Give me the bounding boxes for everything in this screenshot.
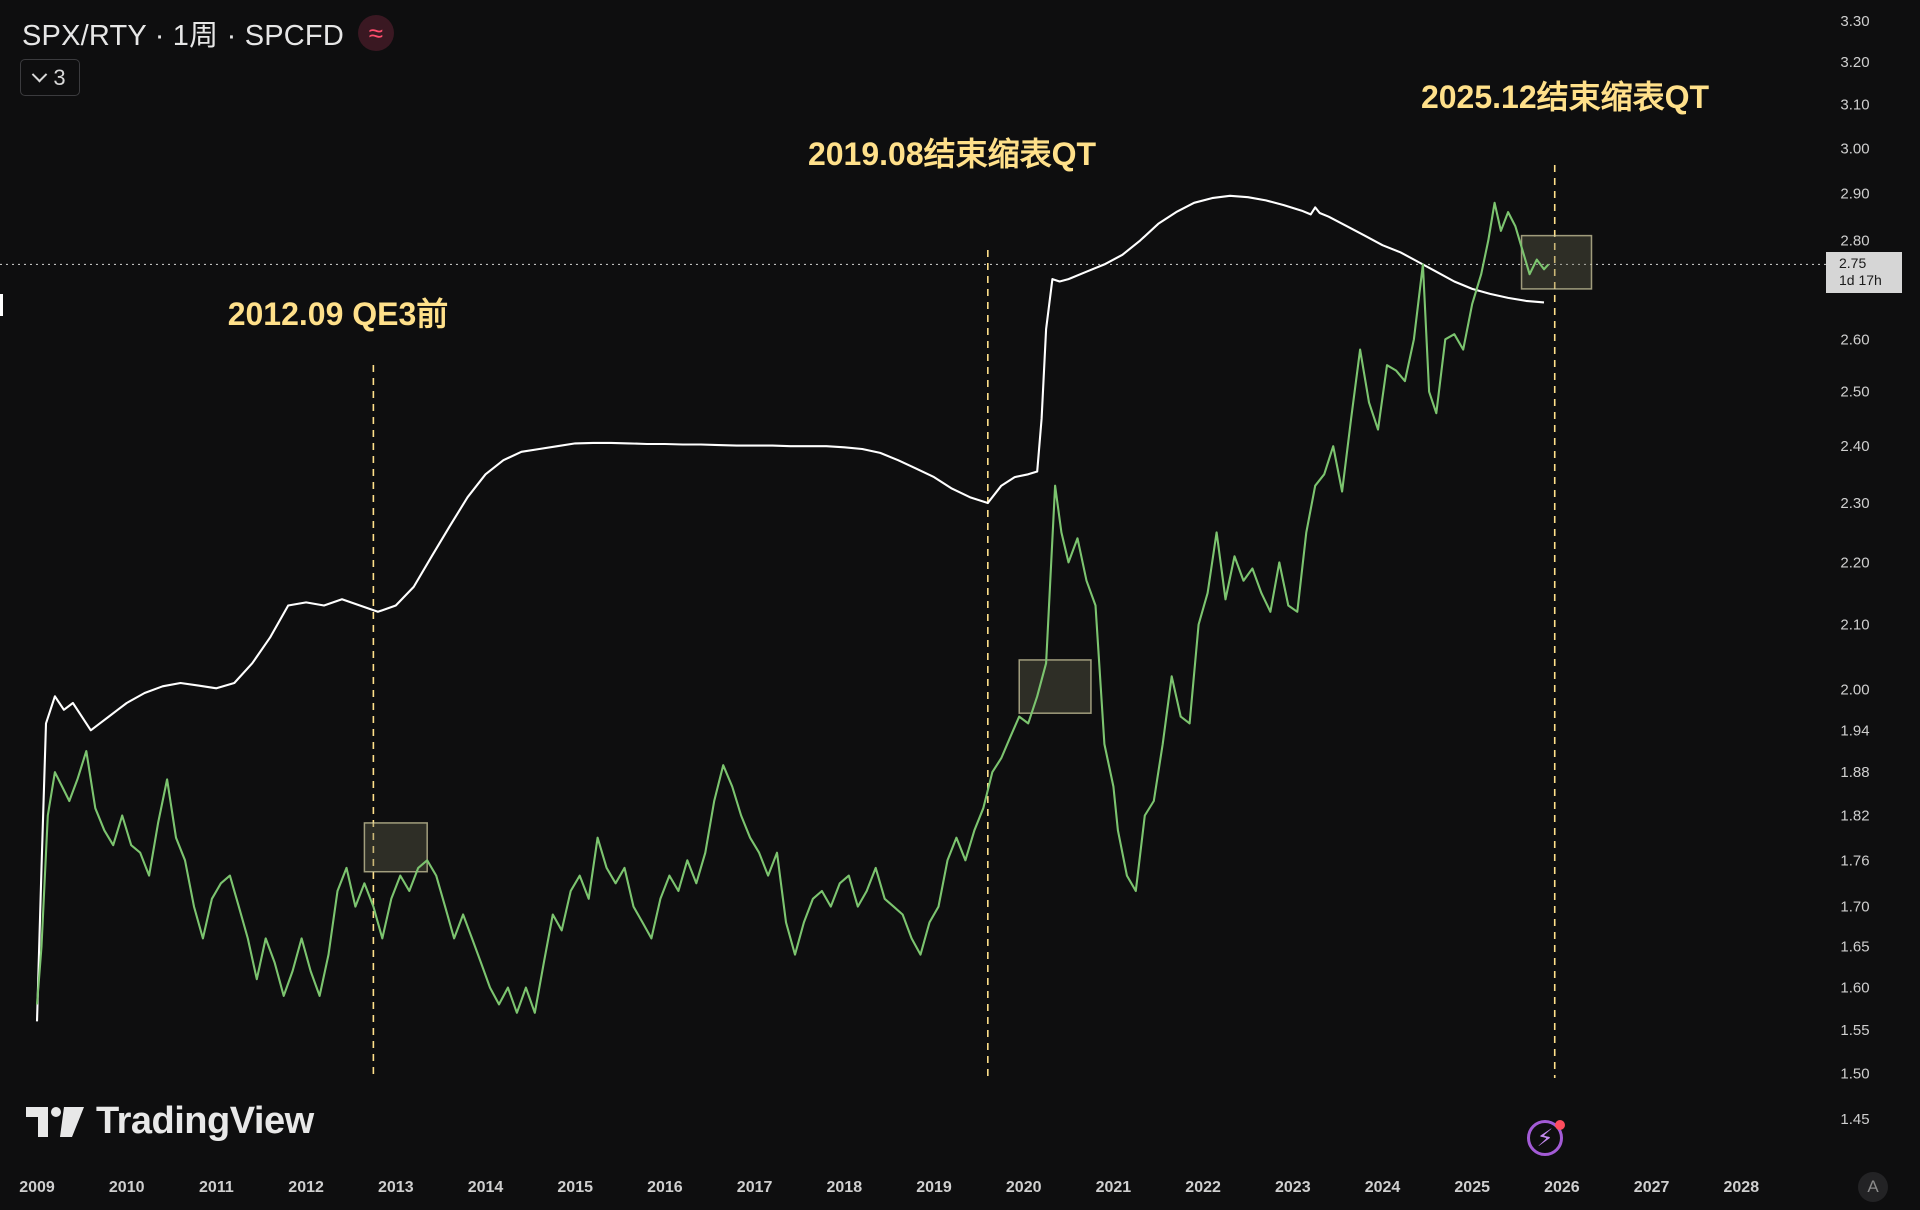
x-tick-label: 2019 xyxy=(916,1179,952,1196)
chevron-down-icon xyxy=(32,66,48,83)
y-tick-label: 1.82 xyxy=(1840,808,1869,825)
x-tick-label: 2024 xyxy=(1365,1179,1401,1196)
symbol-title-text: SPX/RTY · 1周 · SPCFD xyxy=(22,20,344,52)
left-edge-marker xyxy=(0,294,3,316)
x-tick-label: 2015 xyxy=(557,1179,593,1196)
x-tick-label: 2022 xyxy=(1185,1179,1221,1196)
x-tick-label: 2016 xyxy=(647,1179,683,1196)
y-tick-label: 3.10 xyxy=(1840,96,1869,113)
x-tick-label: 2012 xyxy=(288,1179,324,1196)
y-tick-label: 1.88 xyxy=(1840,764,1869,781)
annotation-label: 2012.09 QE3前 xyxy=(228,296,449,332)
highlight-box xyxy=(1018,659,1092,714)
auto-scale-button[interactable]: A xyxy=(1858,1172,1888,1202)
y-tick-label: 2.90 xyxy=(1840,186,1869,203)
annotation-label: 2025.12结束缩表QT xyxy=(1421,79,1710,115)
y-tick-label: 2.30 xyxy=(1840,495,1869,512)
current-price-value: 2.75 xyxy=(1839,255,1867,271)
y-tick-label: 2.80 xyxy=(1840,232,1869,249)
annotation-label: 2019.08结束缩表QT xyxy=(808,136,1097,172)
y-tick-label: 1.60 xyxy=(1840,980,1869,997)
x-tick-label: 2023 xyxy=(1275,1179,1311,1196)
highlight-box xyxy=(363,822,428,873)
y-axis[interactable]: 3.30 3.20 3.10 3.00 2.90 2.80 2.60 2.50 2.40 2.30… xyxy=(1840,13,1869,1128)
x-tick-label: 2021 xyxy=(1096,1179,1132,1196)
y-tick-label: 2.50 xyxy=(1840,384,1869,401)
y-tick-label: 3.20 xyxy=(1840,54,1869,71)
y-tick-label: 2.40 xyxy=(1840,438,1869,455)
y-tick-label: 2.60 xyxy=(1840,331,1869,348)
bolt-icon[interactable]: ⚡ xyxy=(1527,1120,1563,1156)
y-tick-label: 1.70 xyxy=(1840,899,1869,916)
x-tick-label: 2025 xyxy=(1454,1179,1490,1196)
tradingview-logo-icon xyxy=(26,1106,84,1137)
x-tick-label: 2013 xyxy=(378,1179,414,1196)
y-tick-label: 2.20 xyxy=(1840,554,1869,571)
highlight-box xyxy=(1520,234,1593,290)
x-tick-label: 2010 xyxy=(109,1179,145,1196)
symbol-title[interactable]: SPX/RTY · 1周 · SPCFD ≈ xyxy=(22,12,394,54)
indicator-collapse-button[interactable]: 3 xyxy=(20,59,80,96)
x-tick-label: 2020 xyxy=(1006,1179,1042,1196)
x-tick-label: 2028 xyxy=(1724,1179,1760,1196)
wave-icon[interactable]: ≈ xyxy=(358,15,394,51)
y-tick-label: 1.55 xyxy=(1840,1022,1869,1039)
y-tick-label: 1.65 xyxy=(1840,938,1869,955)
highlight-boxes xyxy=(363,234,1593,873)
y-tick-label: 3.30 xyxy=(1840,13,1869,30)
x-tick-label: 2014 xyxy=(468,1179,504,1196)
overlay-series-line xyxy=(35,194,1545,1022)
tradingview-logo-text: TradingView xyxy=(96,1100,314,1142)
current-price-tag: 2.75 1d 17h xyxy=(1826,252,1902,293)
tradingview-logo[interactable]: TradingView xyxy=(26,1100,314,1143)
y-tick-label: 1.76 xyxy=(1840,852,1869,869)
x-tick-label: 2011 xyxy=(199,1179,234,1196)
x-tick-label: 2009 xyxy=(19,1179,55,1196)
y-tick-label: 3.00 xyxy=(1840,140,1869,157)
annotation-labels: 2012.09 QE3前 2019.08结束缩表QT 2025.12结束缩表QT xyxy=(228,79,1710,332)
indicator-count: 3 xyxy=(53,64,66,90)
y-tick-label: 1.50 xyxy=(1840,1066,1869,1083)
x-tick-label: 2026 xyxy=(1544,1179,1580,1196)
x-tick-label: 2018 xyxy=(827,1179,863,1196)
notification-dot xyxy=(1555,1120,1565,1130)
y-tick-label: 1.45 xyxy=(1840,1111,1869,1128)
x-axis[interactable]: 2009 2010 2011 2012 2013 2014 2015 2016 2017 2018… xyxy=(19,1179,1759,1196)
annotation-vlines xyxy=(372,165,1556,1078)
y-tick-label: 1.94 xyxy=(1840,722,1869,739)
x-tick-label: 2027 xyxy=(1634,1179,1670,1196)
x-tick-label: 2017 xyxy=(737,1179,773,1196)
y-tick-label: 2.00 xyxy=(1840,682,1869,699)
spx-rty-ratio-line xyxy=(35,201,1550,1014)
y-tick-label: 2.10 xyxy=(1840,616,1869,633)
bar-countdown: 1d 17h xyxy=(1839,272,1882,288)
